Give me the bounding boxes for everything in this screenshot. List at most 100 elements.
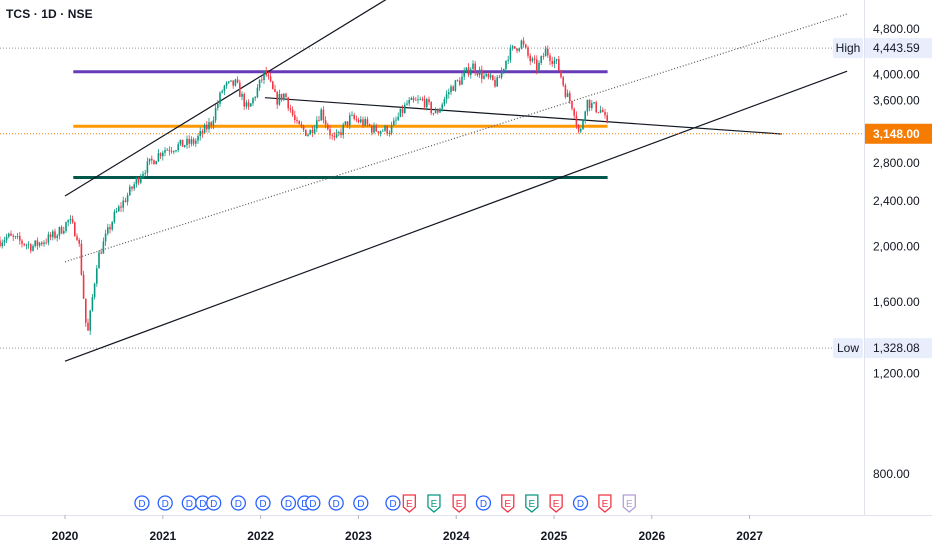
- candle-body: [588, 99, 591, 109]
- dividend-event-letter: D: [577, 499, 584, 510]
- candle-body: [298, 121, 300, 125]
- candle-body: [214, 108, 217, 121]
- candle-body: [38, 242, 41, 246]
- candle-body: [300, 124, 303, 127]
- candle-body: [230, 80, 232, 82]
- candle-body: [397, 116, 399, 120]
- candle-body: [311, 129, 314, 134]
- dividend-event-icon: [280, 495, 297, 511]
- price-tick-label: 2,000.00: [873, 239, 920, 253]
- candle-body: [30, 244, 32, 251]
- earnings-event-letter: E: [626, 499, 633, 510]
- dividend-event-letter: D: [309, 499, 316, 510]
- candle-body: [448, 92, 450, 95]
- dividend-event-letter: D: [480, 499, 487, 510]
- candle-body: [5, 236, 8, 241]
- candle-body: [342, 124, 344, 136]
- candle-body: [586, 99, 589, 112]
- dividend-event-letter: D: [259, 499, 266, 510]
- dividend-event-icon: [134, 495, 150, 511]
- candle-body: [514, 46, 516, 49]
- candle-body: [472, 63, 474, 70]
- candle-body: [410, 97, 413, 100]
- candle-body: [0, 240, 1, 247]
- earnings-event-letter: E: [406, 499, 413, 510]
- candle-body: [52, 231, 54, 238]
- dividend-event-icon: [206, 495, 222, 511]
- candle-body: [60, 227, 63, 234]
- candle-body: [520, 40, 523, 49]
- candle-body: [269, 76, 272, 82]
- candle-body: [452, 86, 454, 91]
- time-tick-label: 2023: [345, 529, 372, 543]
- candle-body: [206, 124, 208, 130]
- candle-body: [212, 120, 215, 126]
- time-tick-label: 2027: [736, 529, 763, 543]
- candle-body: [142, 173, 144, 178]
- candle-body: [190, 139, 193, 144]
- candle-body: [437, 111, 439, 113]
- candle-body: [595, 102, 597, 112]
- price-tick-label: 1,200.00: [873, 366, 920, 380]
- candle-body: [82, 274, 85, 299]
- earnings-event-icon: [549, 494, 563, 513]
- dividend-event-icon: [475, 495, 492, 511]
- candle-body: [69, 219, 72, 221]
- candle-body: [404, 104, 406, 113]
- candle-body: [503, 69, 505, 71]
- candle-body: [21, 240, 23, 244]
- candle-body: [320, 109, 322, 121]
- candle-body: [36, 240, 39, 246]
- time-tick-label: 2025: [541, 529, 568, 543]
- candle-body: [177, 144, 179, 151]
- candle-body: [278, 93, 281, 105]
- candle-body: [71, 219, 74, 223]
- candle-body: [606, 115, 608, 123]
- candle-body: [162, 152, 164, 157]
- channel-upper-line: [64, 0, 387, 197]
- candle-body: [399, 108, 402, 117]
- candle-body: [551, 61, 553, 64]
- symbol-title[interactable]: TCS · 1D · NSE: [6, 7, 93, 21]
- candle-body: [349, 115, 351, 126]
- candle-body: [274, 89, 276, 92]
- candle-body: [58, 227, 61, 236]
- candle-body: [366, 119, 369, 125]
- time-tick-label: 2026: [638, 529, 665, 543]
- dividend-event-letter: D: [138, 499, 145, 510]
- candle-body: [511, 46, 514, 48]
- candle-body: [388, 133, 391, 134]
- candle-body: [324, 120, 327, 125]
- candle-body: [197, 136, 199, 141]
- candle-body: [518, 48, 520, 51]
- dividend-event-letter: D: [235, 499, 242, 510]
- candle-body: [111, 222, 113, 230]
- candle-body: [115, 211, 118, 212]
- candle-body: [386, 125, 388, 134]
- candle-body: [164, 150, 166, 153]
- candle-body: [384, 125, 386, 131]
- earnings-event-icon: [598, 494, 612, 513]
- candle-body: [85, 298, 87, 323]
- candle-body: [591, 103, 593, 109]
- candle-body: [217, 103, 219, 109]
- candle-body: [329, 129, 331, 136]
- candle-body: [159, 153, 162, 157]
- earnings-event-letter: E: [553, 499, 560, 510]
- earnings-event-icon: [622, 494, 636, 513]
- candle-body: [580, 129, 582, 132]
- candle-body: [478, 69, 481, 76]
- candle-body: [234, 79, 237, 86]
- candle-body: [467, 67, 470, 75]
- price-tick-label: 4,800.00: [873, 22, 920, 36]
- candle-body: [283, 93, 285, 100]
- candle-body: [168, 149, 171, 152]
- candle-body: [318, 120, 320, 122]
- candle-body: [34, 240, 36, 246]
- price-tick-label: 2,800.00: [873, 156, 920, 170]
- candle-body: [272, 81, 274, 90]
- extreme-value-text: 1,328.08: [873, 341, 920, 355]
- candle-body: [423, 99, 426, 108]
- candle-body: [599, 110, 602, 113]
